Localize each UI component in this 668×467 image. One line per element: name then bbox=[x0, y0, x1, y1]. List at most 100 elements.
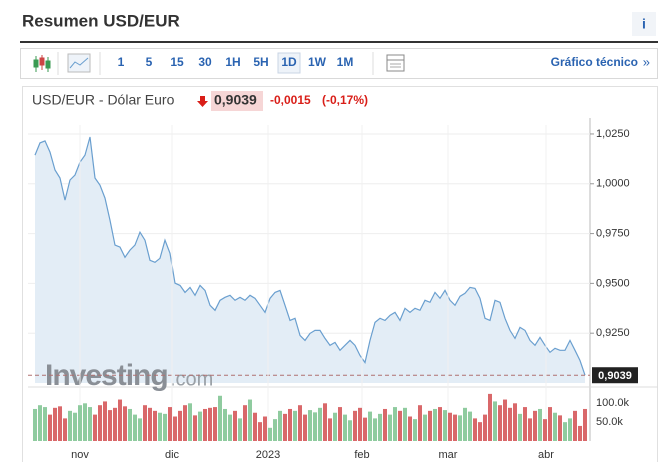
volume-bar bbox=[68, 410, 72, 441]
interval[interactable]: 5 bbox=[146, 55, 153, 69]
volume-bar bbox=[583, 408, 587, 441]
volume-bar bbox=[443, 410, 447, 441]
link-arrow[interactable]: » bbox=[643, 54, 650, 69]
volume-bar bbox=[403, 407, 407, 441]
technical-link[interactable]: Gráfico técnico bbox=[551, 55, 638, 69]
y-tick-label: 0,9500 bbox=[596, 277, 630, 289]
volume-bar bbox=[523, 407, 527, 441]
volume-bar bbox=[88, 407, 92, 441]
volume-bar bbox=[563, 422, 567, 441]
volume-bar bbox=[153, 410, 157, 441]
volume-bar bbox=[283, 413, 287, 441]
volume-bar bbox=[333, 412, 337, 441]
volume-bar bbox=[58, 406, 62, 441]
volume-bar bbox=[488, 393, 492, 441]
last-price-box bbox=[592, 367, 638, 384]
volume-bar bbox=[163, 413, 167, 441]
volume-bar bbox=[508, 407, 512, 441]
interval[interactable]: 1W bbox=[308, 55, 327, 69]
volume-bar bbox=[483, 414, 487, 441]
volume-bar bbox=[548, 407, 552, 441]
volume-bar bbox=[188, 403, 192, 441]
volume-bar bbox=[348, 420, 352, 441]
volume-bar bbox=[213, 407, 217, 441]
volume-bar bbox=[573, 410, 577, 441]
volume-bar bbox=[263, 416, 267, 441]
volume-bar bbox=[78, 405, 82, 441]
volume-bar bbox=[133, 414, 137, 441]
volume-bar bbox=[243, 405, 247, 441]
x-tick-label: dic bbox=[165, 449, 180, 461]
down-arrow bbox=[197, 96, 208, 107]
volume-bar bbox=[128, 408, 132, 441]
interval-active[interactable] bbox=[277, 52, 301, 74]
volume-bar bbox=[528, 418, 532, 441]
volume-bar bbox=[433, 408, 437, 441]
candle-icon[interactable] bbox=[33, 55, 51, 72]
volume-bar bbox=[253, 412, 257, 441]
chart: 1,02501,00000,97500,95000,9250Investing.… bbox=[28, 118, 658, 461]
y-tick-label: 0,9750 bbox=[596, 227, 630, 239]
volume-bar bbox=[533, 410, 537, 441]
volume-bar bbox=[373, 418, 377, 441]
interval[interactable]: 15 bbox=[170, 55, 184, 69]
x-tick-label: nov bbox=[71, 449, 89, 461]
volume-bar bbox=[318, 407, 322, 441]
volume-bar bbox=[568, 418, 572, 441]
info-label[interactable]: i bbox=[642, 16, 646, 32]
interval[interactable]: 1 bbox=[118, 55, 125, 69]
volume-bar bbox=[413, 419, 417, 441]
volume-bar bbox=[178, 410, 182, 441]
volume-bar bbox=[148, 407, 152, 441]
volume-bar bbox=[193, 415, 197, 441]
volume-bar bbox=[158, 412, 162, 441]
volume-bar bbox=[578, 425, 582, 441]
table-icon[interactable] bbox=[386, 54, 405, 72]
volume-bar bbox=[553, 412, 557, 441]
watermark-suffix: .com bbox=[170, 368, 213, 390]
volume-bar bbox=[48, 414, 52, 441]
volume-bar bbox=[378, 413, 382, 441]
interval[interactable]: 30 bbox=[198, 55, 212, 69]
volume-bar bbox=[513, 403, 517, 441]
volume-bar bbox=[303, 414, 307, 441]
volume-bar bbox=[63, 418, 67, 441]
volume-bar bbox=[418, 405, 422, 441]
volume-bar bbox=[463, 407, 467, 441]
volume-bar bbox=[218, 395, 222, 441]
volume-bar bbox=[448, 412, 452, 441]
volume-bar bbox=[438, 407, 442, 441]
volume-bar bbox=[308, 410, 312, 441]
volume-bar bbox=[493, 401, 497, 441]
volume-bar bbox=[173, 416, 177, 441]
volume-bar bbox=[118, 399, 122, 441]
volume-bar bbox=[258, 422, 262, 441]
volume-bar bbox=[293, 410, 297, 441]
volume-bar bbox=[38, 405, 42, 441]
volume-bar bbox=[228, 414, 232, 441]
volume-bar bbox=[53, 407, 57, 441]
volume-bar bbox=[298, 405, 302, 441]
volume-bar bbox=[473, 418, 477, 441]
volume-bar bbox=[183, 405, 187, 441]
area-icon[interactable] bbox=[67, 53, 91, 73]
volume-bar bbox=[323, 403, 327, 441]
volume-bar bbox=[343, 414, 347, 441]
volume-bar bbox=[503, 399, 507, 441]
interval[interactable]: 1M bbox=[337, 55, 354, 69]
volume-bar bbox=[388, 414, 392, 441]
toolbar bbox=[20, 48, 658, 79]
interval[interactable]: 1H bbox=[225, 55, 240, 69]
volume-bar bbox=[83, 403, 87, 441]
volume-bar bbox=[478, 422, 482, 441]
volume-bar bbox=[543, 419, 547, 441]
volume-bar bbox=[238, 418, 242, 441]
volume-bar bbox=[98, 405, 102, 441]
info-button[interactable] bbox=[632, 12, 656, 36]
volume-bar bbox=[288, 408, 292, 441]
interval[interactable]: 1D bbox=[281, 55, 297, 69]
interval[interactable]: 5H bbox=[253, 55, 268, 69]
price: 0,9039 bbox=[214, 92, 257, 108]
y-tick-label: 1,0250 bbox=[596, 128, 630, 140]
